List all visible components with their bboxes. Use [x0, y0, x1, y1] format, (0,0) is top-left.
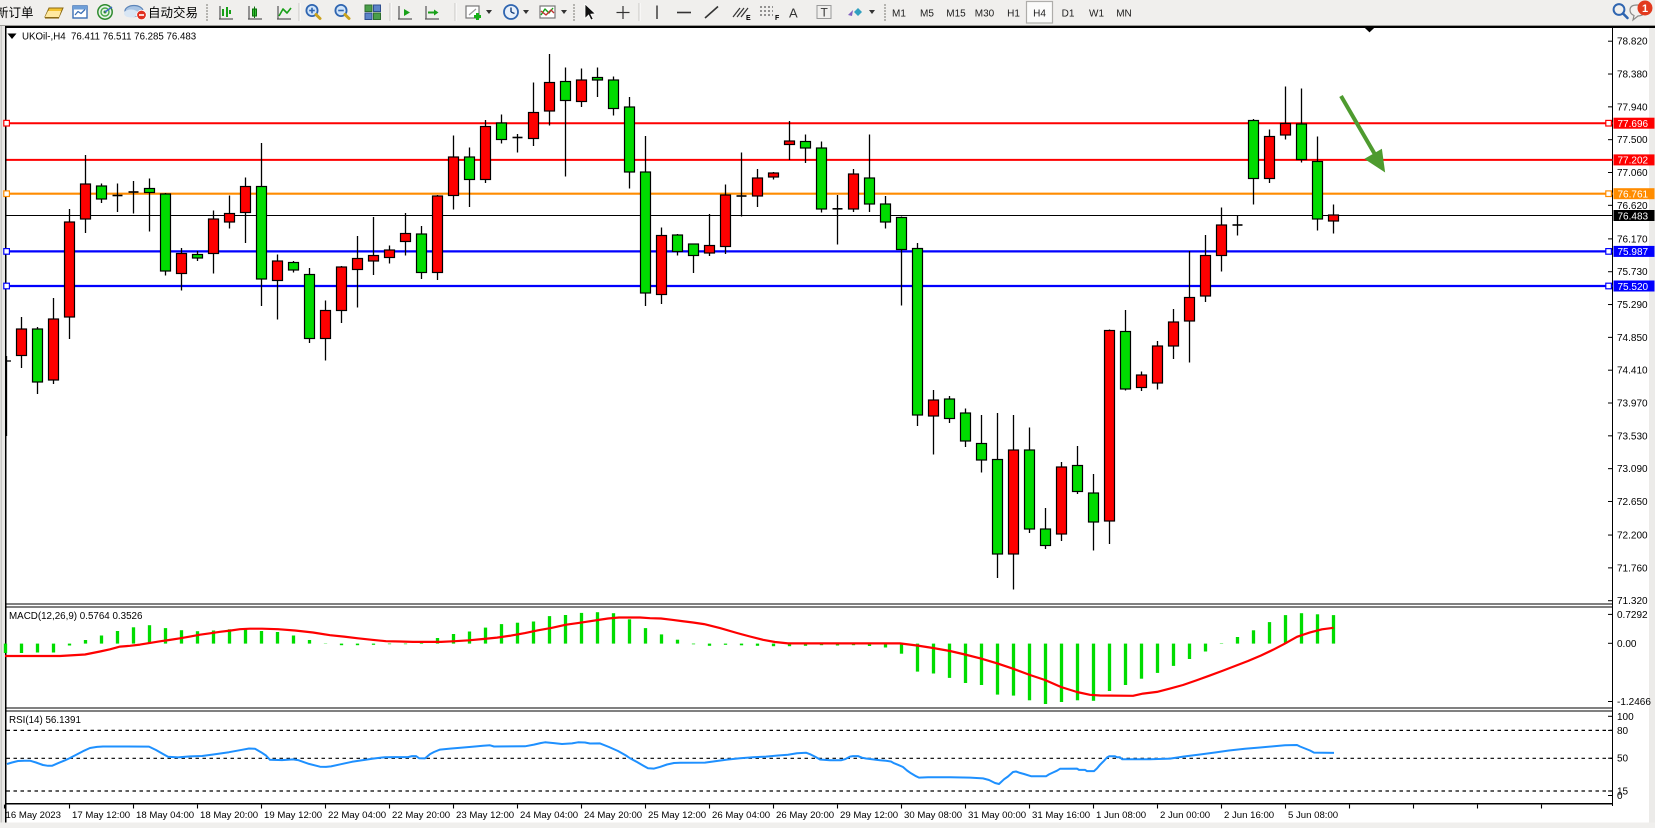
svg-text:25 May 12:00: 25 May 12:00 [648, 810, 706, 821]
svg-text:26 May 20:00: 26 May 20:00 [776, 810, 834, 821]
svg-text:H4: H4 [1033, 9, 1046, 20]
svg-text:73.090: 73.090 [1617, 464, 1648, 475]
svg-text:自动交易: 自动交易 [148, 5, 198, 20]
svg-text:1: 1 [1642, 3, 1648, 15]
svg-text:71.760: 71.760 [1617, 563, 1648, 574]
svg-text:M30: M30 [975, 9, 995, 20]
svg-text:-1.2466: -1.2466 [1617, 697, 1651, 708]
svg-text:A: A [789, 6, 798, 21]
svg-text:78.820: 78.820 [1617, 37, 1648, 48]
svg-text:17 May 12:00: 17 May 12:00 [72, 810, 130, 821]
svg-text:MN: MN [1116, 9, 1132, 20]
svg-text:D1: D1 [1062, 9, 1075, 20]
svg-text:24 May 04:00: 24 May 04:00 [520, 810, 578, 821]
svg-text:1 Jun 08:00: 1 Jun 08:00 [1096, 810, 1146, 821]
svg-text:30 May 08:00: 30 May 08:00 [904, 810, 962, 821]
svg-text:18 May 04:00: 18 May 04:00 [136, 810, 194, 821]
svg-text:74.410: 74.410 [1617, 366, 1648, 377]
svg-text:MACD(12,26,9) 0.5764 0.3526: MACD(12,26,9) 0.5764 0.3526 [9, 611, 143, 622]
svg-text:80: 80 [1617, 726, 1629, 737]
svg-text:18 May 20:00: 18 May 20:00 [200, 810, 258, 821]
svg-text:19 May 12:00: 19 May 12:00 [264, 810, 322, 821]
svg-text:73.530: 73.530 [1617, 431, 1648, 442]
svg-text:77.696: 77.696 [1618, 119, 1649, 130]
svg-text:24 May 20:00: 24 May 20:00 [584, 810, 642, 821]
svg-text:75.987: 75.987 [1618, 247, 1649, 258]
svg-text:23 May 12:00: 23 May 12:00 [456, 810, 514, 821]
svg-text:71.320: 71.320 [1617, 596, 1648, 607]
svg-text:2 Jun 00:00: 2 Jun 00:00 [1160, 810, 1210, 821]
svg-text:F: F [775, 15, 780, 22]
svg-text:77.202: 77.202 [1618, 156, 1649, 167]
svg-text:72.200: 72.200 [1617, 531, 1648, 542]
svg-text:UKOil-,H4 76.411 76.511 76.28: UKOil-,H4 76.411 76.511 76.285 76.483 [22, 32, 196, 43]
svg-text:78.380: 78.380 [1617, 70, 1648, 81]
svg-text:50: 50 [1617, 754, 1629, 765]
svg-text:E: E [746, 15, 751, 22]
svg-text:73.970: 73.970 [1617, 399, 1648, 410]
svg-text:75.520: 75.520 [1618, 282, 1649, 293]
svg-text:76.620: 76.620 [1617, 201, 1648, 212]
svg-text:77.060: 77.060 [1617, 168, 1648, 179]
svg-text:M15: M15 [946, 9, 966, 20]
svg-text:77.940: 77.940 [1617, 102, 1648, 113]
svg-text:0: 0 [1617, 791, 1623, 802]
svg-text:76.483: 76.483 [1618, 211, 1649, 222]
svg-text:M1: M1 [892, 9, 906, 20]
svg-text:RSI(14) 56.1391: RSI(14) 56.1391 [9, 715, 81, 726]
svg-text:T: T [821, 6, 829, 20]
svg-text:77.500: 77.500 [1617, 135, 1648, 146]
svg-text:新订单: 新订单 [0, 5, 34, 20]
svg-text:26 May 04:00: 26 May 04:00 [712, 810, 770, 821]
svg-text:100: 100 [1617, 712, 1634, 723]
svg-text:2 Jun 16:00: 2 Jun 16:00 [1224, 810, 1274, 821]
svg-text:31 May 00:00: 31 May 00:00 [968, 810, 1026, 821]
svg-text:15: 15 [1617, 787, 1629, 798]
svg-text:16 May 2023: 16 May 2023 [6, 810, 61, 821]
svg-text:72.650: 72.650 [1617, 497, 1648, 508]
svg-text:5 Jun 08:00: 5 Jun 08:00 [1288, 810, 1338, 821]
svg-text:W1: W1 [1089, 9, 1104, 20]
svg-text:0.7292: 0.7292 [1617, 610, 1648, 621]
svg-text:75.730: 75.730 [1617, 267, 1648, 278]
svg-text:0.00: 0.00 [1617, 639, 1637, 650]
svg-text:31 May 16:00: 31 May 16:00 [1032, 810, 1090, 821]
svg-text:75.290: 75.290 [1617, 300, 1648, 311]
svg-text:M5: M5 [920, 9, 934, 20]
svg-text:76.761: 76.761 [1618, 190, 1649, 201]
svg-text:22 May 20:00: 22 May 20:00 [392, 810, 450, 821]
svg-text:29 May 12:00: 29 May 12:00 [840, 810, 898, 821]
svg-text:76.170: 76.170 [1617, 234, 1648, 245]
svg-text:74.850: 74.850 [1617, 333, 1648, 344]
svg-text:H1: H1 [1007, 9, 1020, 20]
svg-text:22 May 04:00: 22 May 04:00 [328, 810, 386, 821]
